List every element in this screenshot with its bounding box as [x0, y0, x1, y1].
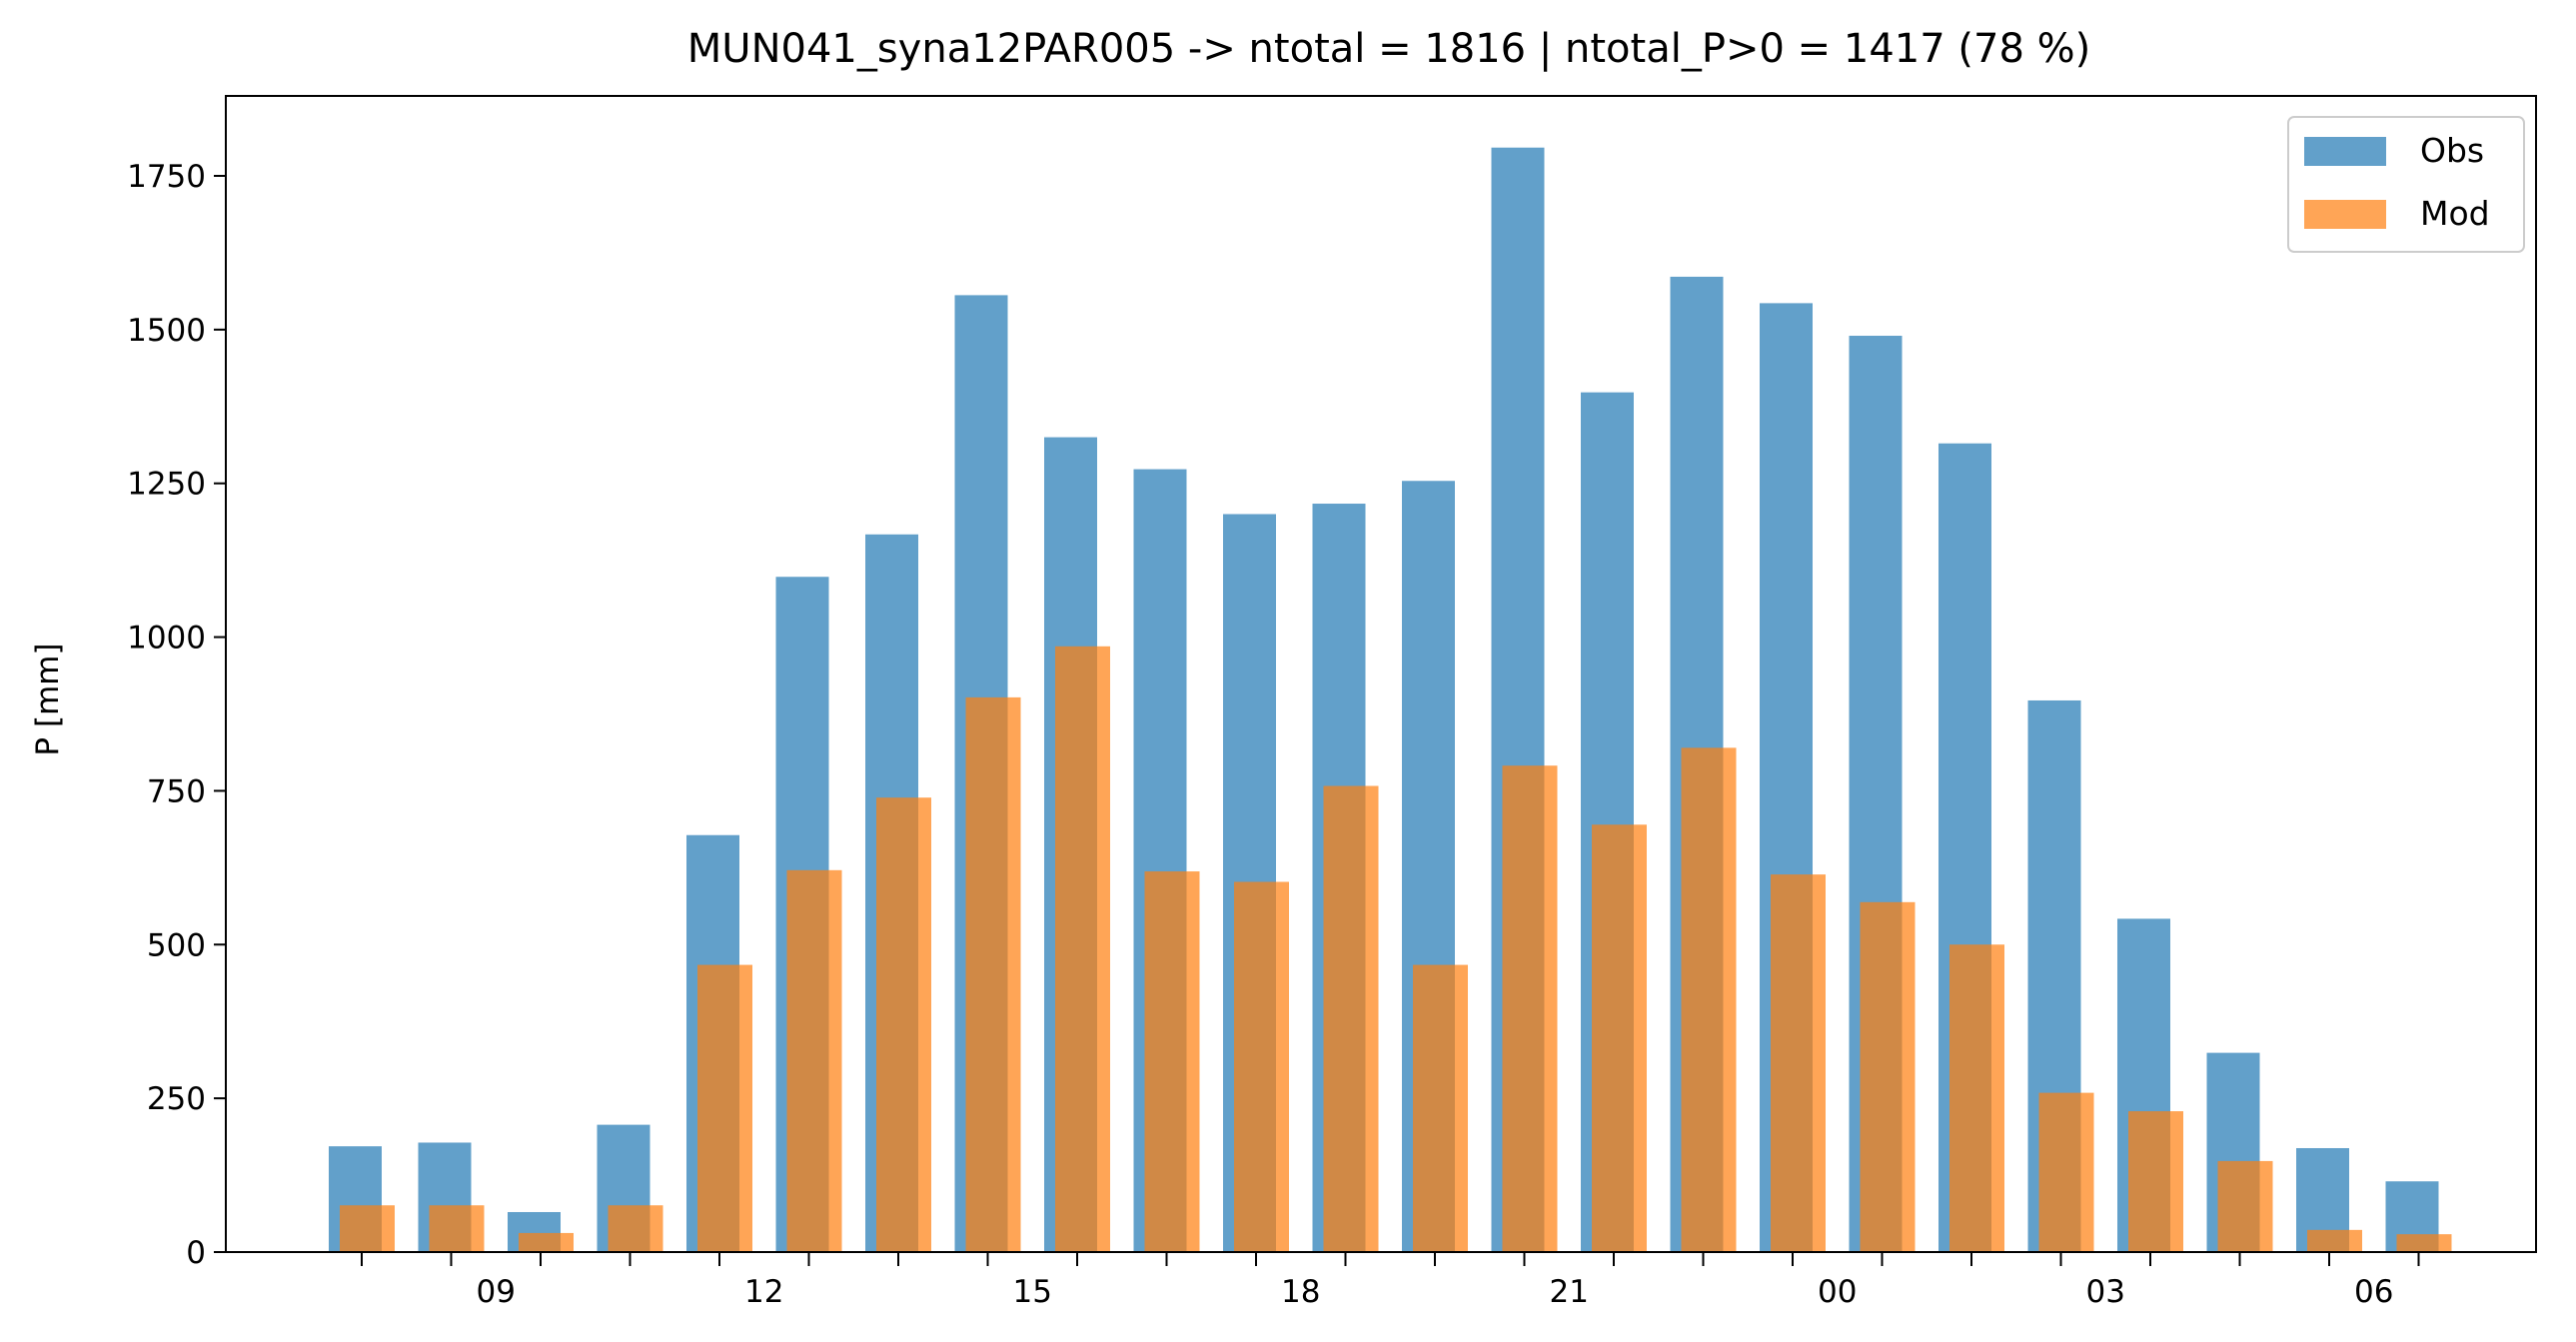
x-tick-label: 09	[477, 1274, 516, 1310]
x-tick-label: 18	[1281, 1274, 1320, 1310]
y-tick-label: 250	[147, 1081, 206, 1117]
bar-mod	[2217, 1160, 2273, 1252]
chart-title: MUN041_syna12PAR005 -> ntotal = 1816 | n…	[687, 26, 2090, 72]
x-tick-label: 12	[744, 1274, 783, 1310]
x-tick-label: 15	[1013, 1274, 1052, 1310]
y-tick-label: 0	[186, 1235, 206, 1271]
bar-mod	[965, 696, 1021, 1252]
bar-mod	[1681, 747, 1737, 1252]
y-tick-label: 1750	[127, 159, 206, 195]
bar-mod	[519, 1232, 574, 1252]
y-tick-label: 1500	[127, 313, 206, 349]
bar-mod	[2128, 1111, 2183, 1252]
bar-mod	[608, 1205, 663, 1252]
bar-mod	[429, 1205, 485, 1252]
bar-mod	[1323, 785, 1379, 1252]
bar-mod	[1949, 944, 2004, 1252]
legend-swatch-obs	[2304, 137, 2386, 166]
bar-mod	[1860, 901, 1916, 1252]
x-tick-label: 00	[1818, 1274, 1857, 1310]
bar-mod	[1413, 964, 1468, 1252]
bar-mod	[1502, 765, 1558, 1252]
bar-mod	[2396, 1234, 2452, 1252]
bar-mod	[697, 964, 752, 1252]
bars-layer	[329, 147, 2452, 1253]
bar-mod	[786, 869, 842, 1252]
bar-mod	[1055, 646, 1110, 1252]
bar-mod	[2038, 1092, 2094, 1252]
y-tick-label: 500	[147, 927, 206, 963]
legend-swatch-mod	[2304, 200, 2386, 229]
x-tick-label: 03	[2086, 1274, 2125, 1310]
bar-mod	[876, 797, 931, 1252]
bar-mod	[1234, 881, 1289, 1252]
plot-frame	[225, 95, 2537, 1253]
bar-mod	[1592, 824, 1647, 1252]
legend: Obs Mod	[2287, 116, 2525, 253]
y-axis-label: P [mm]	[30, 643, 66, 755]
x-tick-label: 21	[1550, 1274, 1589, 1310]
legend-label-obs: Obs	[2420, 131, 2484, 170]
y-tick-label: 1250	[127, 467, 206, 503]
y-tick-label: 1000	[127, 621, 206, 657]
bar-mod	[2307, 1229, 2362, 1252]
bar-mod	[1144, 871, 1200, 1252]
legend-label-mod: Mod	[2420, 194, 2490, 233]
bar-mod	[1771, 874, 1826, 1252]
axes-layer: 0 250 500 750 1000 1250 1500 1750 09 12 15 18 21 00 03…	[127, 95, 2537, 1310]
bar-mod	[340, 1205, 395, 1252]
y-tick-label: 750	[147, 773, 206, 809]
x-tick-label: 06	[2354, 1274, 2393, 1310]
